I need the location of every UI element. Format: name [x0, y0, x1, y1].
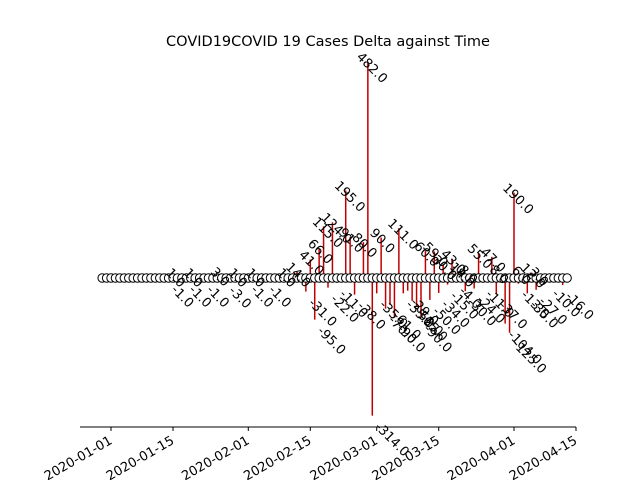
x-tick-label-2020-04-15: 2020-04-15 — [507, 433, 580, 480]
chart-title: COVID19COVID 19 Cases Delta against Time — [166, 34, 490, 50]
x-tick-label-2020-01-15: 2020-01-15 — [104, 433, 177, 480]
x-tick-label-2020-02-15: 2020-02-15 — [241, 433, 314, 480]
x-tick-label-2020-03-15: 2020-03-15 — [370, 433, 443, 480]
data-label-2020-04-01: 190.0 — [499, 181, 536, 218]
marker-2020-04-13 — [562, 273, 572, 283]
data-labels-layer: -1.01.0-1.01.0-1.03.0-3.01.0-1.01.0-1.01… — [163, 50, 597, 460]
data-label-2020-02-23: 195.0 — [331, 179, 368, 216]
markers-layer — [97, 273, 572, 283]
data-label-2020-02-16: -95.0 — [314, 324, 348, 358]
data-label-2020-02-28: 482.0 — [353, 50, 390, 87]
